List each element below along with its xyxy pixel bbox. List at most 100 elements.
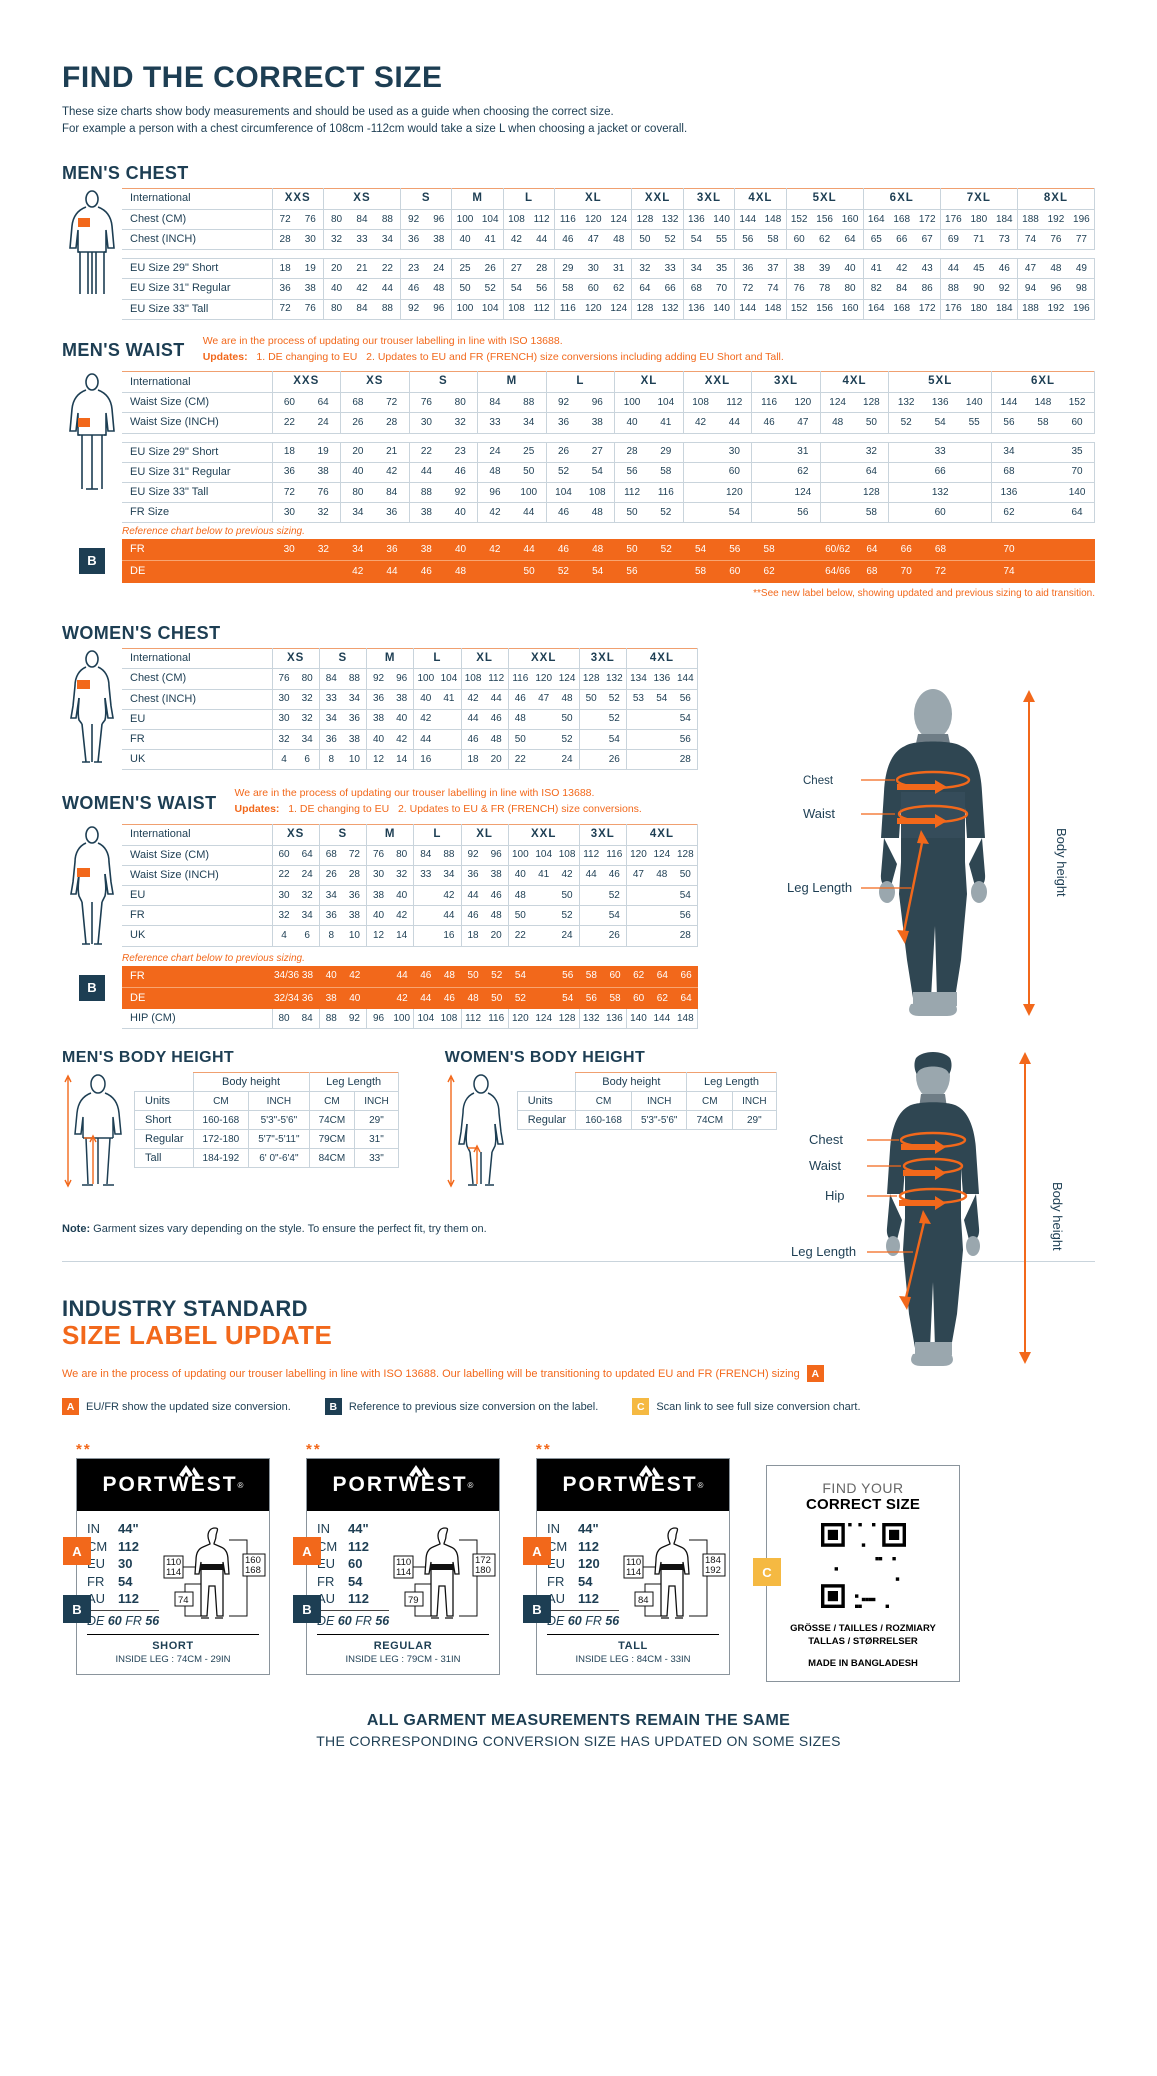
note-label: Note: [62,1223,91,1236]
table-cell: 100 [413,668,438,690]
size-group-header: 6XL [863,188,941,210]
label-cards-row: ** PORTWEST ® IN 44" CM 112 EU 30 FR 54 AU 112 DE 60 … [0,1441,1157,1683]
table-cell: 76 [297,209,324,231]
reference-cell: 56 [717,539,752,562]
table-cell [531,709,556,731]
table-cell: 38 [390,689,415,710]
table-cell: 148 [760,209,787,231]
table-cell [957,482,993,504]
table-cell: 40 [390,709,415,731]
page-title: FIND THE CORRECT SIZE [62,61,443,94]
updates-label: Updates: [234,803,280,816]
asterisk-marker: ** [536,1441,552,1459]
inside-leg-text: INSIDE LEG : 79CM - 31IN [345,1654,461,1666]
table-cell: 30 [272,689,296,710]
size-key: AU [87,1591,106,1607]
waist-box-line-2: 114 [166,1567,181,1578]
update-1: 1. DE changing to EU [256,350,358,363]
table-cell: 78 [811,278,838,300]
size-group-header: XXS [272,371,342,394]
table-cell: 156 [811,299,838,320]
table-cell [683,502,718,524]
table-cell: 96 [426,299,453,320]
table-cell: 42 [437,885,462,907]
table-cell: 48 [426,278,453,300]
female-chest-label: Chest [809,1132,843,1147]
size-row: IN 44" [547,1520,619,1537]
table-row: Chest (INCH) 28 30 32 33 34 36 38 40 41 42 44 46 47 48… [122,229,1095,251]
table-cell: 32 [295,885,320,907]
table-cell: 58 [1025,412,1061,434]
label-update-heading-2: SIZE LABEL UPDATE [62,1320,333,1351]
table-cell: 94 [1017,278,1044,300]
table-cell [626,729,650,751]
table-cell [957,502,993,524]
reference-cell: 48 [437,965,462,989]
table-cell: 192 [1043,299,1069,320]
table-cell: 116 [508,668,532,690]
qr-code-icon[interactable] [820,1523,906,1609]
mens-waist-note-2: Updates: 1. DE changing to EU 2. Updates… [203,350,784,366]
table-cell: 80 [340,482,375,504]
table-cell: 34 [511,412,547,434]
reference-cell: 46 [437,987,462,1010]
size-key: IN [547,1521,560,1537]
table-cell: 19 [297,258,324,280]
intro-line-1: These size charts show body measurements… [62,105,614,118]
waist-box-line-2: 114 [626,1567,641,1578]
table-cell: 140 [708,299,736,320]
size-key: AU [317,1591,336,1607]
intro-line-2: For example a person with a chest circum… [62,123,688,136]
size-key: IN [87,1521,100,1537]
table-cell: 100 [451,209,478,231]
table-cell: 62 [811,229,838,251]
row-label: Tall [134,1148,194,1169]
table-cell: 108 [683,392,718,414]
size-group-header: XL [461,647,509,670]
mens-waist-block: MEN'S WAIST We are in the process of upd… [0,334,1157,599]
unit-header: INCH [732,1091,777,1112]
card-tag-c: C [753,1558,781,1587]
model-illustrations: Chest Waist Leg Length Body height [785,688,1105,1402]
table-cell: 22 [272,865,296,887]
size-group-header: 4XL [734,188,787,210]
table-cell: 50 [614,502,649,524]
table-cell: 55 [957,412,993,434]
table-cell: 116 [484,1009,509,1030]
size-value: 112 [118,1538,139,1554]
table-cell: 28 [673,925,698,947]
row-label: EU Size 33" Tall [122,482,273,504]
update-2: 2. Updates to EU & FR (FRENCH) size conv… [397,803,642,816]
table-cell: 44 [940,258,966,280]
table-cell: 180 [965,299,992,320]
legend-tag-a: A [62,1398,79,1416]
reference-cell: 42 [390,987,414,1010]
table-cell: 52 [555,729,580,751]
reference-cell: 56 [555,965,580,989]
reference-cell: 62 [650,987,675,1010]
table-cell: 38 [366,885,391,907]
table-cell: 26 [340,412,375,434]
table-cell [683,442,718,463]
table-cell: 44 [461,885,485,907]
reference-cell: 60 [626,987,651,1010]
table-cell: 80 [295,668,320,690]
table-cell: 52 [602,709,627,731]
table-cell: 160-168 [192,1110,250,1131]
size-value: 44" [578,1521,599,1537]
reference-cell: 40 [319,965,343,989]
fit-name: SHORT [152,1640,194,1653]
table-cell: 56 [673,689,698,710]
table-cell: 25 [451,258,478,280]
brand-name: PORTWEST [102,1473,238,1497]
table-cell: 40 [614,412,649,434]
table-cell [437,709,462,731]
womens-chest-figure [62,648,122,771]
table-cell: 49 [1068,258,1095,280]
table-cell: 74CM [308,1110,356,1131]
table-cell: 23 [443,442,479,463]
table-cell: 48 [1043,258,1069,280]
table-cell: 96 [366,1009,391,1030]
table-cell: 44 [437,905,462,927]
